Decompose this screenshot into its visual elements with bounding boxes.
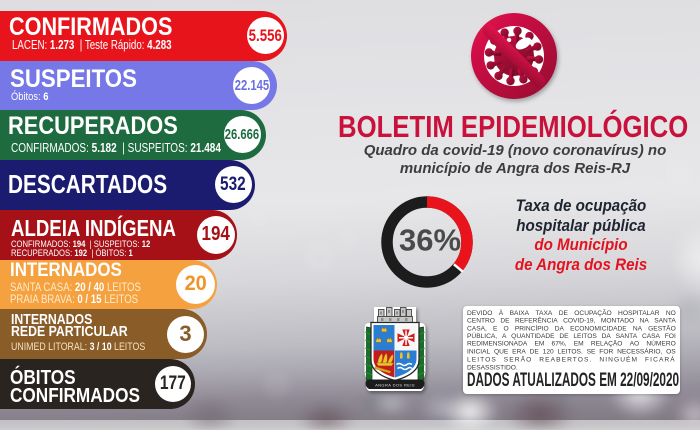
svg-text:36%: 36% bbox=[399, 223, 461, 258]
svg-text:ANGRA DOS REIS: ANGRA DOS REIS bbox=[375, 383, 415, 388]
